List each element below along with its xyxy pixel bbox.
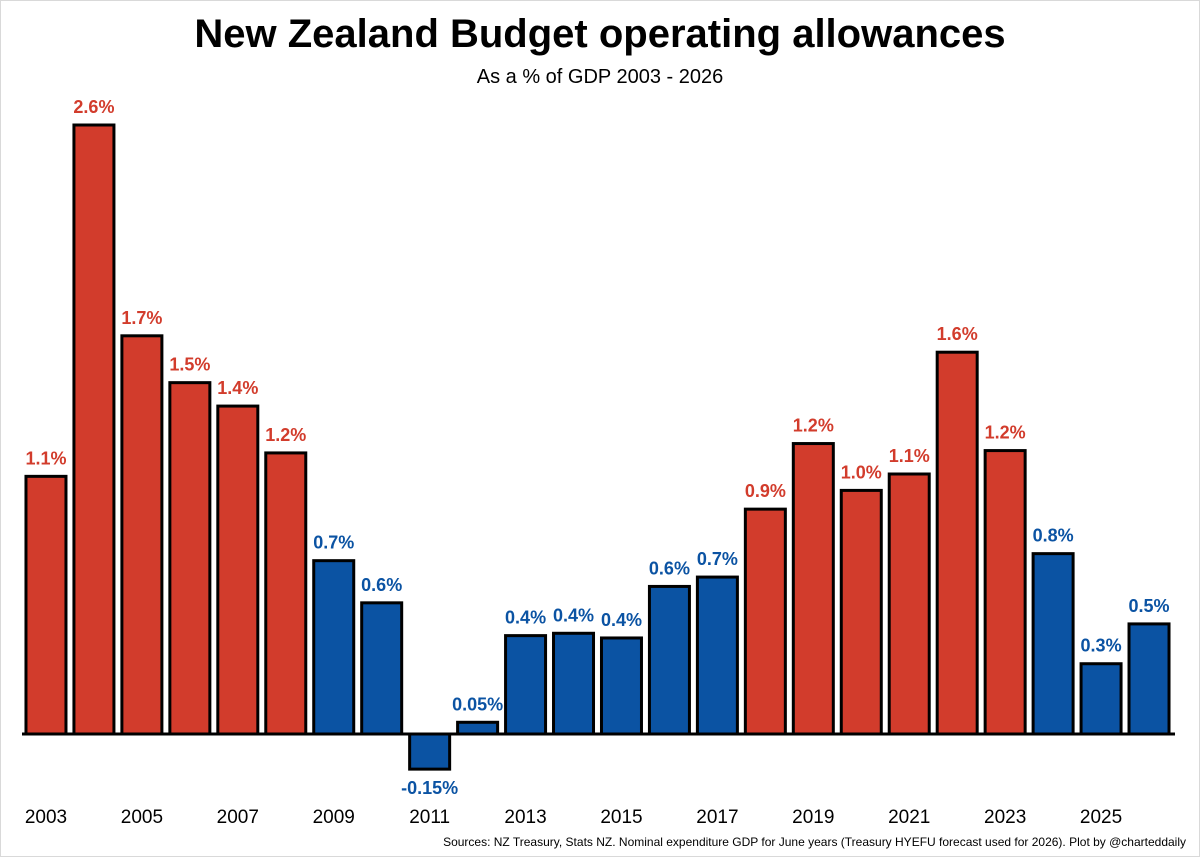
data-label-2009: 0.7%	[313, 533, 354, 553]
data-label-2012: 0.05%	[452, 694, 503, 714]
x-tick-label-2009: 2009	[313, 807, 355, 828]
bar-2010	[360, 601, 404, 736]
x-tick-label-2007: 2007	[217, 807, 259, 828]
bar-2020	[839, 488, 883, 736]
data-label-2020: 1.0%	[841, 462, 882, 482]
bar-2005	[120, 334, 164, 736]
x-tick-label-2023: 2023	[984, 807, 1026, 828]
data-label-2011: -0.15%	[401, 778, 458, 798]
data-label-2021: 1.1%	[889, 446, 930, 466]
data-label-2008: 1.2%	[265, 425, 306, 445]
x-tick-label-2025: 2025	[1080, 807, 1122, 828]
bar-2007	[216, 404, 260, 736]
data-label-2010: 0.6%	[361, 575, 402, 595]
source-note: Sources: NZ Treasury, Stats NZ. Nominal …	[443, 835, 1186, 849]
bar-2022	[935, 350, 979, 736]
data-label-2003: 1.1%	[25, 448, 66, 468]
bar-2014	[552, 631, 596, 736]
bar-2024	[1031, 552, 1075, 736]
x-tick-label-2011: 2011	[409, 807, 450, 828]
chart-subtitle: As a % of GDP 2003 - 2026	[476, 66, 724, 88]
data-label-2019: 1.2%	[793, 416, 834, 436]
data-label-2024: 0.8%	[1033, 526, 1074, 546]
data-label-2016: 0.6%	[649, 558, 690, 578]
bar-2004	[72, 123, 116, 736]
data-label-2023: 1.2%	[985, 423, 1026, 443]
bar-2006	[168, 381, 212, 736]
bar-2011	[408, 732, 452, 771]
bar-2012	[456, 720, 500, 736]
bar-2008	[264, 451, 308, 736]
chart-title: New Zealand Budget operating allowances	[194, 12, 1006, 56]
x-tick-label-2021: 2021	[888, 807, 930, 828]
bar-2013	[504, 634, 548, 736]
data-label-2005: 1.7%	[121, 308, 162, 328]
x-tick-label-2019: 2019	[792, 807, 834, 828]
x-tick-label-2013: 2013	[504, 807, 546, 828]
bar-2003	[24, 474, 68, 736]
data-label-2007: 1.4%	[217, 378, 258, 398]
data-label-2004: 2.6%	[73, 97, 114, 117]
x-tick-label-2015: 2015	[600, 807, 642, 828]
bar-2018	[743, 507, 787, 736]
data-label-2022: 1.6%	[937, 324, 978, 344]
bar-2026	[1127, 622, 1171, 736]
bar-2019	[791, 442, 835, 736]
bar-2017	[695, 575, 739, 736]
bar-2021	[887, 472, 931, 736]
data-label-2026: 0.5%	[1129, 596, 1170, 616]
x-tick-label-2003: 2003	[25, 807, 67, 828]
data-label-2015: 0.4%	[601, 610, 642, 630]
bar-2015	[599, 636, 643, 736]
bar-2009	[312, 559, 356, 736]
bar-2023	[983, 449, 1027, 736]
data-label-2017: 0.7%	[697, 549, 738, 569]
data-label-2013: 0.4%	[505, 608, 546, 628]
data-label-2014: 0.4%	[553, 605, 594, 625]
data-label-2018: 0.9%	[745, 481, 786, 501]
bar-2025	[1079, 662, 1123, 736]
bar-2016	[647, 584, 691, 736]
x-tick-label-2017: 2017	[696, 807, 738, 828]
data-label-2006: 1.5%	[169, 355, 210, 375]
x-tick-label-2005: 2005	[121, 807, 163, 828]
data-label-2025: 0.3%	[1081, 636, 1122, 656]
